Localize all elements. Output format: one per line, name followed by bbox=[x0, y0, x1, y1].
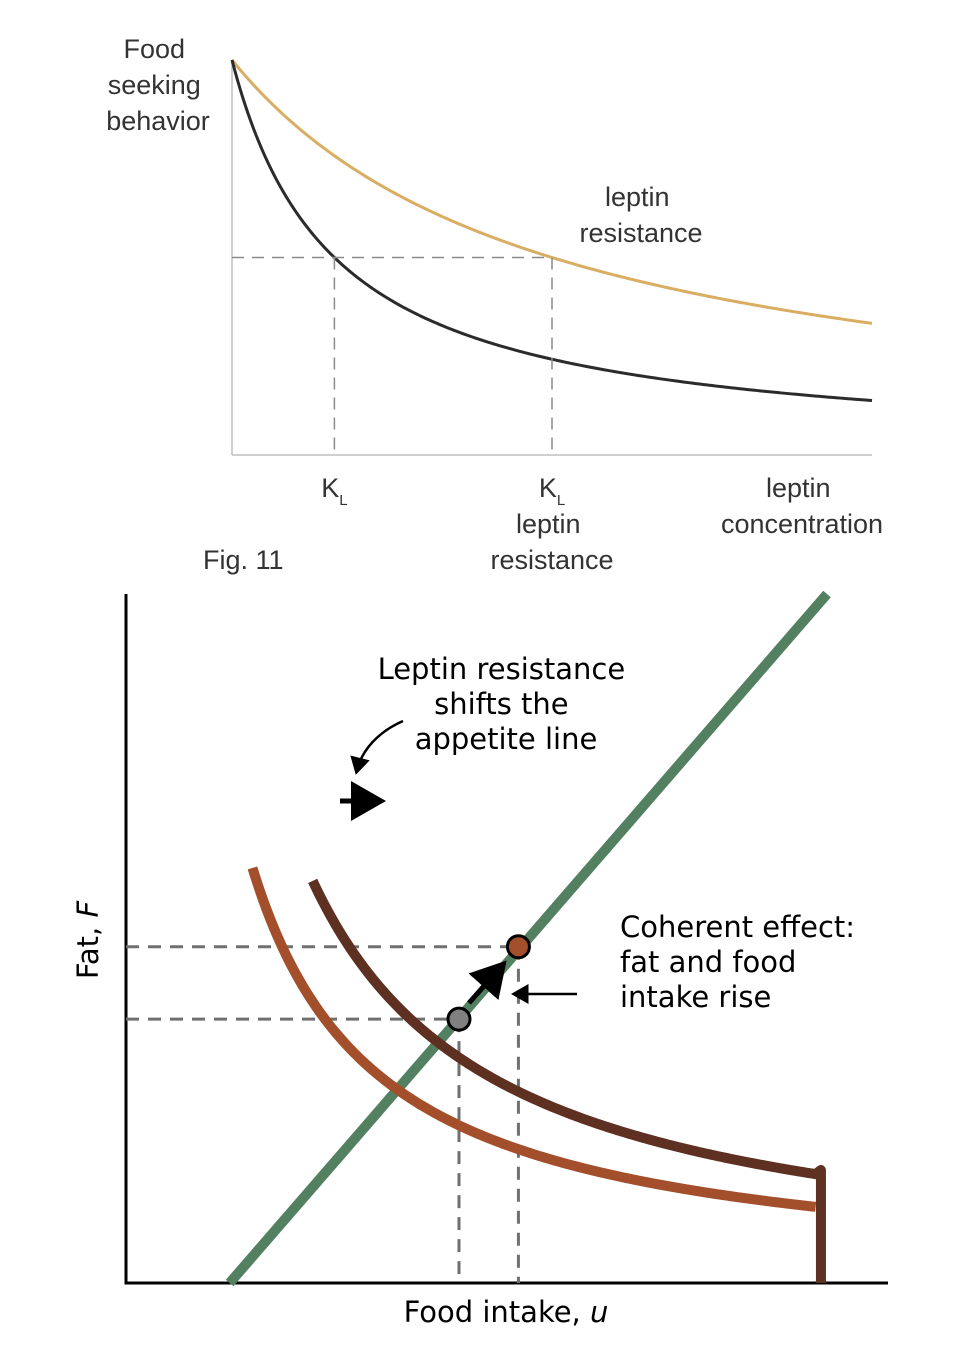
bottom-chart: Leptin resistance shifts the appetite li… bbox=[71, 590, 888, 1329]
equilibrium-arrow bbox=[467, 960, 507, 1005]
bottom-ylabel: Fat, F bbox=[71, 900, 105, 980]
equilibrium-point-before bbox=[446, 1006, 472, 1032]
annotation-effect: Coherent effect: fat and food intake ris… bbox=[620, 910, 864, 1014]
equilibrium-point-after bbox=[505, 934, 531, 960]
annotation-shift: Leptin resistance shifts the appetite li… bbox=[378, 652, 635, 756]
appetite-line bbox=[247, 866, 817, 1212]
appetite-line-shifted bbox=[308, 878, 826, 1283]
series-label-leptin-resistance: leptin resistance bbox=[579, 182, 702, 248]
tick-label-kl: KL bbox=[321, 473, 347, 509]
fat-line bbox=[225, 590, 831, 1287]
figure-caption: Fig. 11 bbox=[203, 545, 284, 575]
tick-label-kl-resistance-caption: leptin resistance bbox=[490, 509, 613, 575]
top-xlabel: leptin concentration bbox=[721, 473, 883, 539]
bottom-xlabel: Food intake, u bbox=[404, 1295, 609, 1329]
top-ylabel: Food seeking behavior bbox=[106, 34, 210, 136]
curved-annotation-arrow bbox=[350, 719, 404, 775]
top-chart: Food seeking behavior leptin resistance … bbox=[106, 34, 883, 575]
tick-label-kl-resistance: KL bbox=[539, 473, 565, 509]
